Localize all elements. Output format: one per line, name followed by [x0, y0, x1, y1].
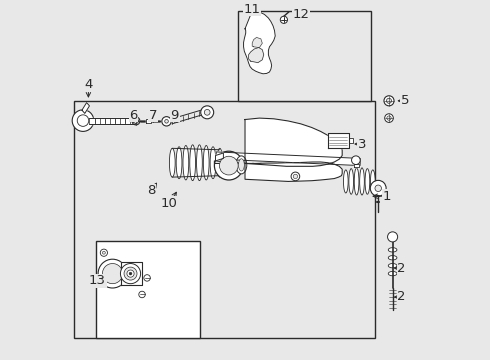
Circle shape: [133, 118, 139, 123]
Circle shape: [100, 249, 107, 256]
Text: 3: 3: [358, 138, 366, 150]
Circle shape: [102, 251, 105, 254]
Circle shape: [385, 114, 393, 122]
Polygon shape: [95, 118, 99, 124]
Circle shape: [351, 156, 360, 165]
Circle shape: [201, 106, 214, 119]
Ellipse shape: [349, 168, 354, 194]
Circle shape: [204, 109, 210, 115]
Text: 2: 2: [397, 291, 406, 303]
Ellipse shape: [210, 147, 216, 179]
Polygon shape: [125, 118, 130, 124]
Polygon shape: [248, 48, 264, 63]
Ellipse shape: [360, 168, 365, 195]
Bar: [96, 241, 200, 338]
Polygon shape: [216, 153, 223, 161]
Polygon shape: [110, 118, 115, 124]
Circle shape: [124, 267, 137, 280]
Polygon shape: [82, 103, 90, 113]
Circle shape: [220, 156, 238, 175]
Text: 9: 9: [171, 109, 179, 122]
Text: 10: 10: [161, 197, 178, 210]
Circle shape: [387, 98, 392, 103]
Polygon shape: [130, 118, 135, 124]
Ellipse shape: [388, 271, 397, 276]
Circle shape: [77, 115, 89, 126]
Circle shape: [162, 117, 171, 126]
Ellipse shape: [132, 117, 140, 125]
Ellipse shape: [354, 168, 359, 195]
Bar: [74, 101, 374, 338]
Circle shape: [291, 172, 300, 181]
Circle shape: [370, 180, 386, 196]
Circle shape: [72, 110, 94, 131]
Ellipse shape: [239, 159, 245, 171]
Circle shape: [280, 16, 288, 23]
Ellipse shape: [370, 170, 375, 193]
Bar: [238, 11, 371, 101]
Ellipse shape: [170, 148, 175, 177]
Circle shape: [388, 232, 398, 242]
Circle shape: [387, 116, 391, 120]
Ellipse shape: [365, 168, 370, 194]
Polygon shape: [215, 118, 342, 181]
Polygon shape: [252, 37, 262, 48]
Circle shape: [129, 272, 132, 275]
Polygon shape: [244, 12, 275, 74]
Circle shape: [375, 185, 381, 192]
Circle shape: [98, 259, 127, 288]
Ellipse shape: [217, 148, 222, 177]
Text: 12: 12: [293, 8, 309, 21]
Text: 11: 11: [244, 3, 261, 15]
Polygon shape: [120, 118, 125, 124]
Ellipse shape: [196, 145, 202, 181]
Polygon shape: [354, 164, 359, 167]
Text: 5: 5: [401, 94, 410, 107]
Circle shape: [165, 120, 169, 123]
Circle shape: [215, 151, 243, 180]
Polygon shape: [90, 118, 95, 124]
Circle shape: [121, 264, 141, 284]
Polygon shape: [146, 119, 151, 123]
Ellipse shape: [388, 248, 397, 252]
Polygon shape: [115, 118, 120, 124]
Text: 6: 6: [129, 109, 138, 122]
Polygon shape: [104, 118, 110, 124]
Ellipse shape: [203, 145, 209, 180]
Text: 2: 2: [397, 262, 406, 275]
Text: 1: 1: [383, 190, 392, 203]
Polygon shape: [121, 262, 143, 285]
Ellipse shape: [176, 147, 182, 179]
Text: 4: 4: [84, 78, 93, 91]
Polygon shape: [328, 133, 349, 148]
Polygon shape: [99, 118, 104, 124]
Polygon shape: [216, 152, 360, 166]
Text: 7: 7: [149, 109, 157, 122]
Polygon shape: [349, 138, 353, 143]
Circle shape: [102, 264, 122, 284]
Ellipse shape: [388, 264, 397, 268]
Circle shape: [139, 291, 145, 298]
Circle shape: [384, 96, 394, 106]
Ellipse shape: [343, 170, 348, 193]
Ellipse shape: [183, 145, 189, 180]
Ellipse shape: [190, 145, 196, 181]
Circle shape: [127, 270, 134, 277]
Text: 8: 8: [147, 184, 156, 197]
Ellipse shape: [236, 156, 247, 174]
Circle shape: [293, 174, 297, 179]
Text: 13: 13: [89, 274, 106, 287]
Ellipse shape: [388, 256, 397, 260]
Circle shape: [144, 275, 150, 281]
